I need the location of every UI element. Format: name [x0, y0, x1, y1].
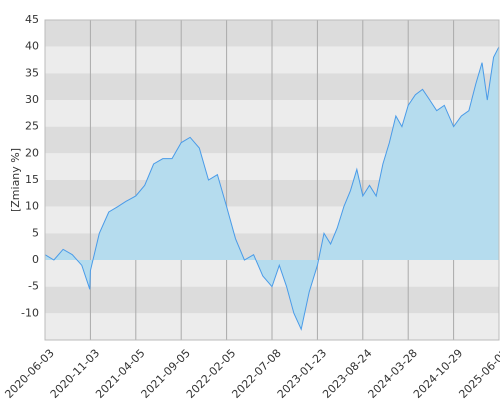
y-tick-label: 30	[25, 93, 39, 106]
y-tick-label: 15	[25, 173, 39, 186]
y-tick-label: 25	[25, 120, 39, 133]
line	[44, 46, 500, 331]
y-axis-label: [Zmiany %]	[9, 148, 22, 212]
y-tick-label: 20	[25, 146, 39, 159]
y-tick-label: -5	[28, 280, 39, 293]
y-tick-label: -10	[21, 306, 39, 319]
y-tick-label: 40	[25, 40, 39, 53]
area	[45, 46, 499, 330]
y-tick-label: 45	[25, 13, 39, 26]
y-tick-label: 35	[25, 66, 39, 79]
y-tick-label: 10	[25, 200, 39, 213]
y-tick-label: 5	[32, 226, 39, 239]
plot-frame	[44, 19, 500, 341]
y-tick-label: 0	[32, 253, 39, 266]
